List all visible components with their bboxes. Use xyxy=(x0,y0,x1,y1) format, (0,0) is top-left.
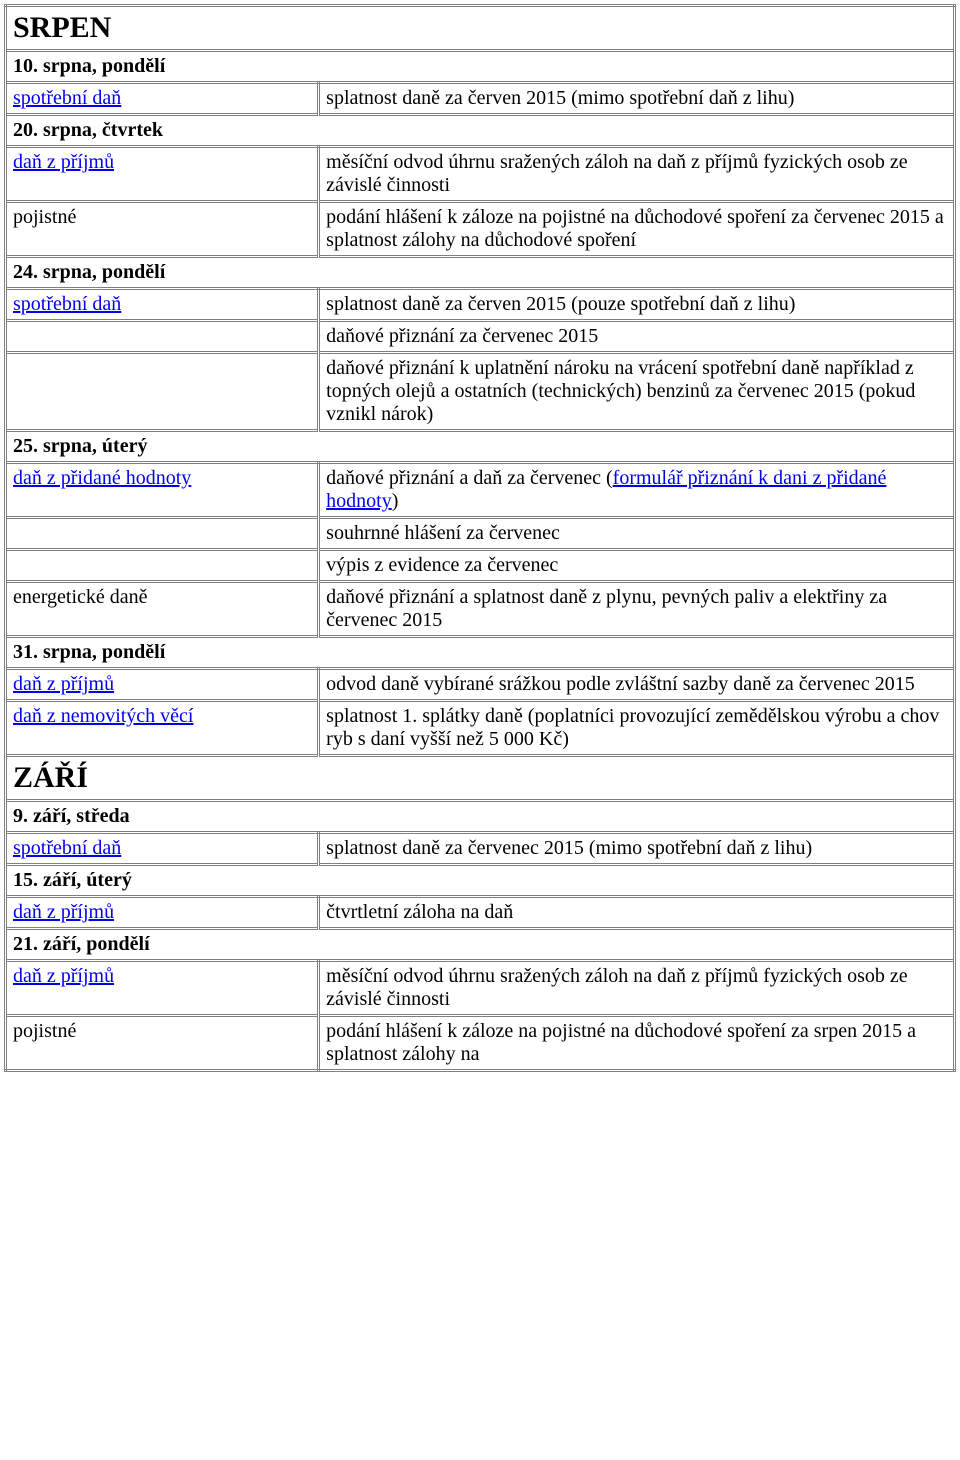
table-row: spotřební daň splatnost daně za červen 2… xyxy=(6,83,955,115)
table-row: daň z příjmů měsíční odvod úhrnu sražený… xyxy=(6,147,955,202)
tax-type-cell xyxy=(6,321,319,353)
table-row: daň z příjmů čtvrtletní záloha na daň xyxy=(6,897,955,929)
tax-desc-cell: měsíční odvod úhrnu sražených záloh na d… xyxy=(319,961,955,1016)
date-header: 24. srpna, pondělí xyxy=(6,257,955,289)
tax-type-cell xyxy=(6,550,319,582)
tax-type-cell: energetické daně xyxy=(6,582,319,637)
tax-link-spotrebni-dan[interactable]: spotřební daň xyxy=(13,293,121,315)
table-row: spotřební daň splatnost daně za červenec… xyxy=(6,833,955,865)
month-header-srpen: SRPEN xyxy=(6,6,955,51)
table-row: souhrnné hlášení za červenec xyxy=(6,518,955,550)
tax-desc-cell: měsíční odvod úhrnu sražených záloh na d… xyxy=(319,147,955,202)
tax-type-cell: daň z příjmů xyxy=(6,897,319,929)
tax-calendar-table: SRPEN 10. srpna, pondělí spotřební daň s… xyxy=(4,4,956,1072)
tax-desc-cell: daňové přiznání a splatnost daně z plynu… xyxy=(319,582,955,637)
table-row: daň z příjmů odvod daně vybírané srážkou… xyxy=(6,669,955,701)
tax-desc-cell: podání hlášení k záloze na pojistné na d… xyxy=(319,1016,955,1071)
tax-type-cell xyxy=(6,353,319,431)
date-header: 31. srpna, pondělí xyxy=(6,637,955,669)
tax-link-dan-z-nemovitych-veci[interactable]: daň z nemovitých věcí xyxy=(13,705,194,727)
date-header: 9. září, středa xyxy=(6,801,955,833)
tax-type-cell: pojistné xyxy=(6,1016,319,1071)
tax-type-cell: daň z příjmů xyxy=(6,147,319,202)
month-header-zari: ZÁŘÍ xyxy=(6,756,955,801)
tax-type-cell: daň z přidané hodnoty xyxy=(6,463,319,518)
tax-link-dan-z-prijmu[interactable]: daň z příjmů xyxy=(13,965,114,987)
tax-type-cell: spotřební daň xyxy=(6,289,319,321)
table-row: pojistné podání hlášení k záloze na poji… xyxy=(6,1016,955,1071)
date-header: 21. září, pondělí xyxy=(6,929,955,961)
date-header: 20. srpna, čtvrtek xyxy=(6,115,955,147)
tax-link-dan-z-prijmu[interactable]: daň z příjmů xyxy=(13,151,114,173)
table-row: daň z příjmů měsíční odvod úhrnu sražený… xyxy=(6,961,955,1016)
tax-desc-cell: splatnost 1. splátky daně (poplatníci pr… xyxy=(319,701,955,756)
tax-type-cell: daň z příjmů xyxy=(6,961,319,1016)
table-row: výpis z evidence za červenec xyxy=(6,550,955,582)
tax-link-spotrebni-dan[interactable]: spotřební daň xyxy=(13,837,121,859)
tax-link-spotrebni-dan[interactable]: spotřební daň xyxy=(13,87,121,109)
date-header: 10. srpna, pondělí xyxy=(6,51,955,83)
tax-desc-cell: výpis z evidence za červenec xyxy=(319,550,955,582)
tax-desc-cell: splatnost daně za červen 2015 (mimo spot… xyxy=(319,83,955,115)
tax-desc-cell: souhrnné hlášení za červenec xyxy=(319,518,955,550)
table-row: daňové přiznání k uplatnění nároku na vr… xyxy=(6,353,955,431)
tax-desc-cell: daňové přiznání k uplatnění nároku na vr… xyxy=(319,353,955,431)
tax-desc-cell: čtvrtletní záloha na daň xyxy=(319,897,955,929)
tax-desc-cell: daňové přiznání za červenec 2015 xyxy=(319,321,955,353)
tax-desc-cell: splatnost daně za červenec 2015 (mimo sp… xyxy=(319,833,955,865)
date-header: 25. srpna, úterý xyxy=(6,431,955,463)
tax-desc-cell: splatnost daně za červen 2015 (pouze spo… xyxy=(319,289,955,321)
tax-link-dan-z-prijmu[interactable]: daň z příjmů xyxy=(13,673,114,695)
table-row: energetické daně daňové přiznání a splat… xyxy=(6,582,955,637)
tax-link-dan-z-prijmu[interactable]: daň z příjmů xyxy=(13,901,114,923)
table-row: pojistné podání hlášení k záloze na poji… xyxy=(6,202,955,257)
tax-desc-cell: daňové přiznání a daň za červenec (formu… xyxy=(319,463,955,518)
table-row: spotřební daň splatnost daně za červen 2… xyxy=(6,289,955,321)
text-prefix: daňové přiznání a daň za červenec ( xyxy=(326,467,613,489)
tax-type-cell xyxy=(6,518,319,550)
tax-type-cell: spotřební daň xyxy=(6,83,319,115)
table-row: daň z přidané hodnoty daňové přiznání a … xyxy=(6,463,955,518)
tax-desc-cell: odvod daně vybírané srážkou podle zvlášt… xyxy=(319,669,955,701)
text-suffix: ) xyxy=(392,490,399,512)
date-header: 15. září, úterý xyxy=(6,865,955,897)
tax-desc-cell: podání hlášení k záloze na pojistné na d… xyxy=(319,202,955,257)
tax-type-cell: pojistné xyxy=(6,202,319,257)
tax-type-cell: daň z příjmů xyxy=(6,669,319,701)
tax-type-cell: daň z nemovitých věcí xyxy=(6,701,319,756)
tax-type-cell: spotřební daň xyxy=(6,833,319,865)
table-row: daňové přiznání za červenec 2015 xyxy=(6,321,955,353)
tax-link-dph[interactable]: daň z přidané hodnoty xyxy=(13,467,191,489)
table-row: daň z nemovitých věcí splatnost 1. splát… xyxy=(6,701,955,756)
